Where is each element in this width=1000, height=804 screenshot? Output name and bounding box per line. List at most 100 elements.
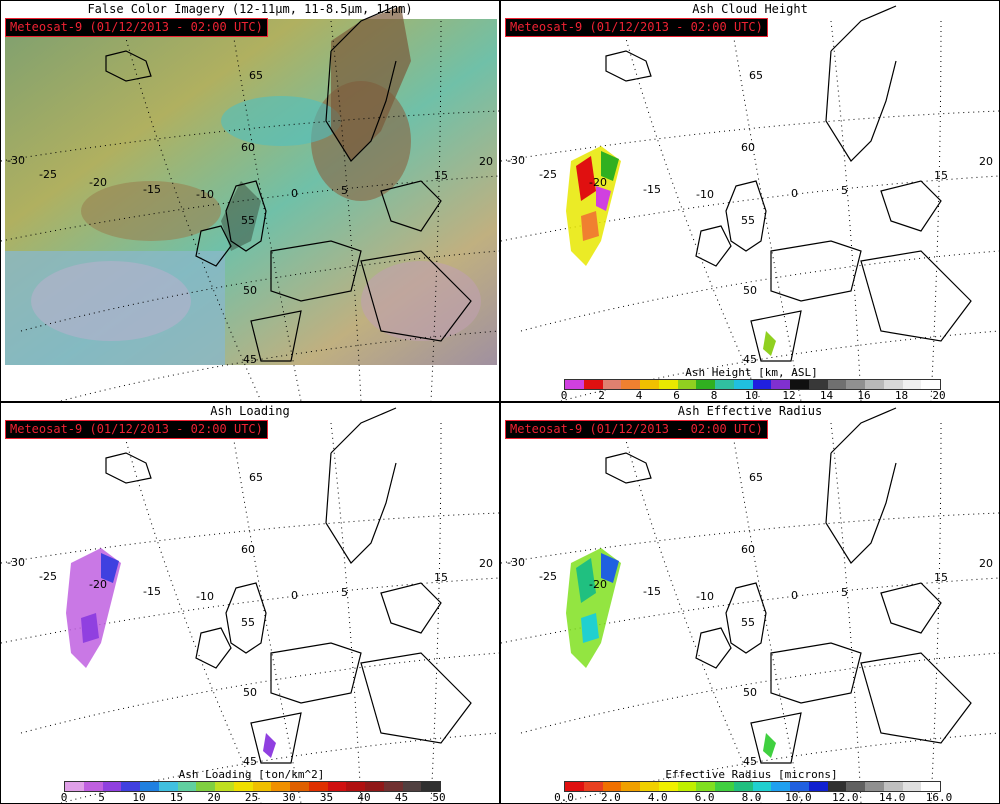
colorbar-swatch: [846, 782, 865, 791]
timestamp-label: Meteosat-9 (01/12/2013 - 02:00 UTC): [5, 420, 268, 439]
lon-label: -20: [589, 578, 607, 591]
colorbar-tick-label: 6.0: [694, 791, 715, 804]
colorbar-tick-label: 14: [819, 389, 834, 402]
colorbar-swatch: [677, 782, 697, 791]
colorbar: [564, 379, 941, 390]
colorbar-swatch: [790, 782, 809, 791]
colorbar-swatch: [902, 380, 922, 389]
panel-title: Ash Loading: [210, 404, 290, 418]
colorbar-tick-label: 4.0: [647, 791, 668, 804]
colorbar-tick-label: 20: [932, 389, 946, 402]
lat-label: 65: [749, 69, 763, 82]
panel-title: Ash Cloud Height: [692, 2, 808, 16]
colorbar-tick-label: 0.0: [554, 791, 574, 804]
colorbar-swatch: [715, 380, 734, 389]
colorbar-swatch: [290, 782, 309, 791]
ash-loading-panel: 65 60 55 50 45 -30 -25 -20 -15 -10 0 5 1…: [0, 402, 500, 804]
lon-label: -15: [643, 585, 661, 598]
colorbar-swatch: [196, 782, 215, 791]
colorbar-swatch: [602, 380, 622, 389]
colorbar-swatch: [177, 782, 197, 791]
timestamp-label: Meteosat-9 (01/12/2013 - 02:00 UTC): [505, 420, 768, 439]
colorbar-swatch: [883, 782, 903, 791]
colorbar-swatch: [233, 782, 253, 791]
ash-loading-map: 65 60 55 50 45 -30 -25 -20 -15 -10 0 5 1…: [1, 407, 499, 803]
colorbar-swatch: [640, 380, 659, 389]
lat-label: 60: [741, 141, 755, 154]
colorbar-swatch: [921, 380, 940, 389]
lat-label: 55: [741, 214, 755, 227]
lon-label: -10: [196, 590, 214, 603]
lat-label: 45: [743, 755, 757, 768]
colorbar-swatch: [365, 782, 384, 791]
colorbar-tick-label: 2: [598, 389, 605, 402]
colorbar-label: Ash Loading [ton/km^2]: [178, 768, 325, 781]
lat-label: 65: [749, 471, 763, 484]
lon-label: -25: [539, 570, 557, 583]
colorbar-swatch: [346, 782, 365, 791]
lat-label: 50: [243, 284, 257, 297]
colorbar-swatch: [640, 782, 659, 791]
lat-label: 65: [249, 471, 263, 484]
colorbar-tick-label: 2.0: [600, 791, 621, 804]
lat-label: 55: [241, 616, 255, 629]
colorbar-swatch: [327, 782, 347, 791]
colorbar-tick-label: 40: [357, 791, 371, 804]
lon-label: -25: [539, 168, 557, 181]
lon-label: -20: [89, 578, 107, 591]
colorbar-tick-label: 30: [282, 791, 296, 804]
colorbar-tick-label: 20: [207, 791, 221, 804]
colorbar-swatch: [65, 782, 84, 791]
lon-label: -25: [39, 168, 57, 181]
lat-label: 45: [243, 755, 257, 768]
lat-label: 60: [741, 543, 755, 556]
colorbar-tick-label: 10.0: [785, 791, 812, 804]
timestamp-label: Meteosat-9 (01/12/2013 - 02:00 UTC): [505, 18, 768, 37]
colorbar-swatch: [696, 380, 715, 389]
colorbar-swatch: [846, 380, 865, 389]
colorbar-swatch: [808, 782, 828, 791]
colorbar-swatch: [565, 380, 584, 389]
colorbar-swatch: [771, 380, 790, 389]
ash-radius-panel: 65 60 55 50 45 -30 -25 -20 -15 -10 0 5 1…: [500, 402, 1000, 804]
ash-height-map: 65 60 55 50 45 -30 -25 -20 -15 -10 0 5 1…: [501, 5, 999, 401]
lat-label: 50: [243, 686, 257, 699]
colorbar-swatch: [921, 782, 940, 791]
colorbar-tick-label: 15: [169, 791, 184, 804]
lat-label: 60: [241, 141, 255, 154]
colorbar-swatch: [565, 782, 584, 791]
colorbar-tick-label: 35: [319, 791, 334, 804]
panel-title: Ash Effective Radius: [677, 404, 823, 418]
colorbar-swatch: [102, 782, 122, 791]
lon-label: 0: [791, 187, 798, 200]
colorbar-swatch: [383, 782, 403, 791]
colorbar-swatch: [621, 380, 640, 389]
colorbar-swatch: [421, 782, 440, 791]
lon-label: 15: [934, 169, 948, 182]
colorbar-tick-label: 25: [244, 791, 259, 804]
colorbar-swatch: [402, 782, 422, 791]
lon-label: -10: [196, 188, 214, 201]
colorbar-swatch: [827, 380, 847, 389]
colorbar-swatch: [140, 782, 159, 791]
colorbar: [64, 781, 441, 792]
colorbar-tick-label: 0: [560, 389, 568, 402]
colorbar-tick-label: 8: [710, 389, 718, 402]
colorbar-swatch: [658, 782, 678, 791]
colorbar-tick-label: 12.0: [832, 791, 859, 804]
colorbar-swatch: [677, 380, 697, 389]
lon-label: 0: [291, 187, 298, 200]
colorbar-swatch: [252, 782, 272, 791]
colorbar: [564, 781, 941, 792]
colorbar-tick-label: 14.0: [878, 791, 906, 804]
colorbar-swatch: [865, 380, 884, 389]
colorbar-swatch: [308, 782, 328, 791]
lon-label: -30: [507, 154, 525, 167]
colorbar-swatch: [121, 782, 140, 791]
colorbar-swatch: [715, 782, 734, 791]
lon-label: -25: [39, 570, 57, 583]
lon-label: -10: [696, 590, 714, 603]
lon-label: -15: [643, 183, 661, 196]
colorbar-tick-label: 6: [673, 389, 680, 402]
colorbar-swatch: [158, 782, 178, 791]
